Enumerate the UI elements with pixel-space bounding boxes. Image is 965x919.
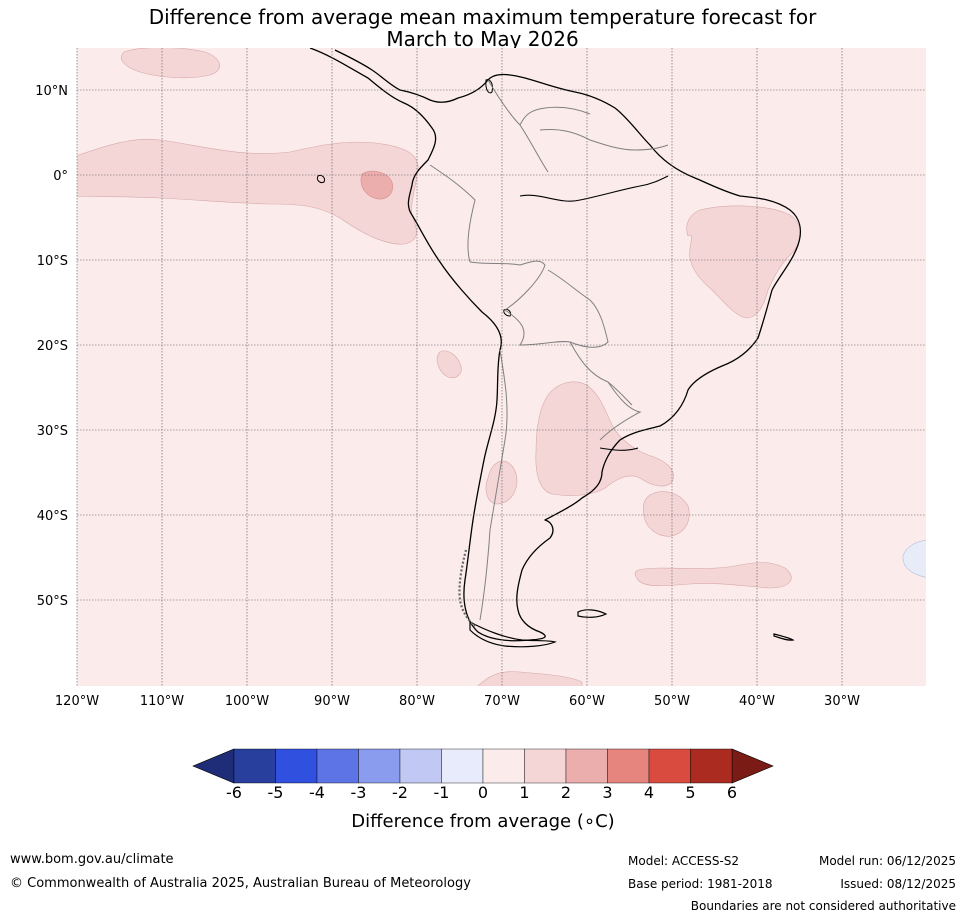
lon-label-80w: 80°W bbox=[399, 694, 435, 709]
colorbar-tick-label: 3 bbox=[602, 783, 612, 802]
border-colombia-ecuador-peru bbox=[429, 164, 476, 263]
colorbar-bin bbox=[482, 748, 525, 784]
lon-label-110w: 110°W bbox=[140, 694, 184, 709]
lon-label-50w: 50°W bbox=[654, 694, 690, 709]
colorbar-high-extend bbox=[731, 748, 774, 784]
map-title-line1: Difference from average mean maximum tem… bbox=[148, 5, 817, 29]
border-argentina-chile bbox=[479, 349, 508, 621]
longitude-labels: 120°W 110°W 100°W 90°W 80°W 70°W 60°W 50… bbox=[55, 694, 860, 709]
latitude-labels: 10°N 0° 10°S 20°S 30°S 40°S 50°S bbox=[35, 84, 68, 609]
lon-label-70w: 70°W bbox=[484, 694, 520, 709]
footer-website[interactable]: www.bom.gov.au/climate bbox=[10, 852, 174, 867]
anomaly-region-falklands-band bbox=[634, 562, 792, 589]
anomaly-region-north-pacific bbox=[121, 48, 220, 79]
lake-maracaibo bbox=[485, 79, 493, 94]
colorbar-tick-label: 5 bbox=[685, 783, 695, 802]
colorbar-tick-label: -2 bbox=[392, 783, 408, 802]
colorbar-tick-label: 6 bbox=[727, 783, 737, 802]
colorbar-bin bbox=[524, 748, 567, 784]
colorbar-tick-label: 4 bbox=[644, 783, 654, 802]
border-peru-brazil bbox=[469, 260, 546, 311]
lat-label-10s: 10°S bbox=[37, 254, 68, 269]
lon-label-60w: 60°W bbox=[569, 694, 605, 709]
colorbar-bin bbox=[565, 748, 608, 784]
colorbar-tick-label: -6 bbox=[226, 783, 242, 802]
border-argentina-uruguay-brazil bbox=[599, 381, 642, 441]
lat-label-20s: 20°S bbox=[37, 339, 68, 354]
lon-label-100w: 100°W bbox=[225, 694, 269, 709]
colorbar-bin bbox=[441, 748, 484, 784]
anomaly-region-southwest-atlantic-cool bbox=[902, 539, 926, 578]
colorbar-tick-label: 1 bbox=[519, 783, 529, 802]
anomaly-region-southeast-pacific bbox=[436, 350, 462, 379]
lon-label-40w: 40°W bbox=[739, 694, 775, 709]
lake-titicaca bbox=[503, 309, 511, 317]
map-background bbox=[77, 48, 926, 686]
lat-label-30s: 30°S bbox=[37, 424, 68, 439]
map-title-line2: March to May 2026 bbox=[386, 27, 579, 51]
colorbar-tick-label: 2 bbox=[561, 783, 571, 802]
footer-base-period: Base period: 1981-2018 bbox=[628, 877, 773, 891]
anomaly-region-south-atlantic bbox=[642, 491, 690, 537]
footer-copyright: © Commonwealth of Australia 2025, Austra… bbox=[10, 876, 471, 891]
colorbar-tick-label: -3 bbox=[351, 783, 367, 802]
anomaly-region-andes-south bbox=[485, 460, 518, 505]
footer-issued: Issued: 08/12/2025 bbox=[840, 877, 956, 891]
lat-label-50s: 50°S bbox=[37, 594, 68, 609]
lon-label-120w: 120°W bbox=[55, 694, 99, 709]
colorbar-bin bbox=[316, 748, 359, 784]
colorbar-bin bbox=[275, 748, 318, 784]
colorbar-bin bbox=[358, 748, 401, 784]
colorbar-tick-label: -5 bbox=[268, 783, 284, 802]
tierra-del-fuego-coast bbox=[469, 621, 557, 648]
lon-label-30w: 30°W bbox=[824, 694, 860, 709]
colorbar-bin bbox=[399, 748, 442, 784]
south-america-coastline bbox=[309, 48, 801, 642]
lat-label-0: 0° bbox=[53, 169, 68, 184]
lat-label-40s: 40°S bbox=[37, 509, 68, 524]
falkland-islands-coast bbox=[577, 609, 608, 618]
anomaly-region-central-argentina bbox=[535, 381, 674, 496]
colorbar-tick-label: -4 bbox=[309, 783, 325, 802]
galapagos-islands-coast bbox=[317, 175, 325, 183]
chilean-archipelago bbox=[458, 549, 476, 627]
graticule bbox=[76, 48, 926, 686]
anomaly-region-eq-pacific-core bbox=[360, 170, 393, 200]
anomaly-region-drake-passage bbox=[477, 671, 583, 686]
rio-de-la-plata bbox=[599, 447, 639, 451]
lon-label-90w: 90°W bbox=[314, 694, 350, 709]
border-brazil-bolivia bbox=[504, 269, 609, 348]
amazon-river bbox=[519, 175, 669, 202]
colorbar-bin bbox=[607, 748, 650, 784]
colorbar-bin bbox=[648, 748, 691, 784]
footer-model: Model: ACCESS-S2 bbox=[628, 854, 740, 868]
colorbar-tick-label: 0 bbox=[478, 783, 488, 802]
colorbar-label: Difference from average (∘C) bbox=[351, 811, 614, 832]
footer-model-run: Model run: 06/12/2025 bbox=[818, 854, 956, 868]
colorbar-bin bbox=[690, 748, 733, 784]
border-venezuela-guyana bbox=[519, 106, 591, 126]
country-borders bbox=[429, 79, 669, 621]
lat-label-10n: 10°N bbox=[35, 84, 68, 99]
colorbar: -6 -5 -4 -3 -2 -1 0 1 2 3 4 5 6 Difference from aver… bbox=[192, 748, 774, 832]
colorbar-bin bbox=[233, 748, 276, 784]
anomaly-region-northeast-brazil bbox=[686, 205, 801, 319]
south-georgia-coast bbox=[773, 633, 795, 641]
colorbar-low-extend bbox=[192, 748, 235, 784]
border-guianas bbox=[539, 129, 669, 151]
colorbar-tick-label: -1 bbox=[434, 783, 450, 802]
footer-disclaimer: Boundaries are not considered authoritat… bbox=[690, 899, 956, 913]
